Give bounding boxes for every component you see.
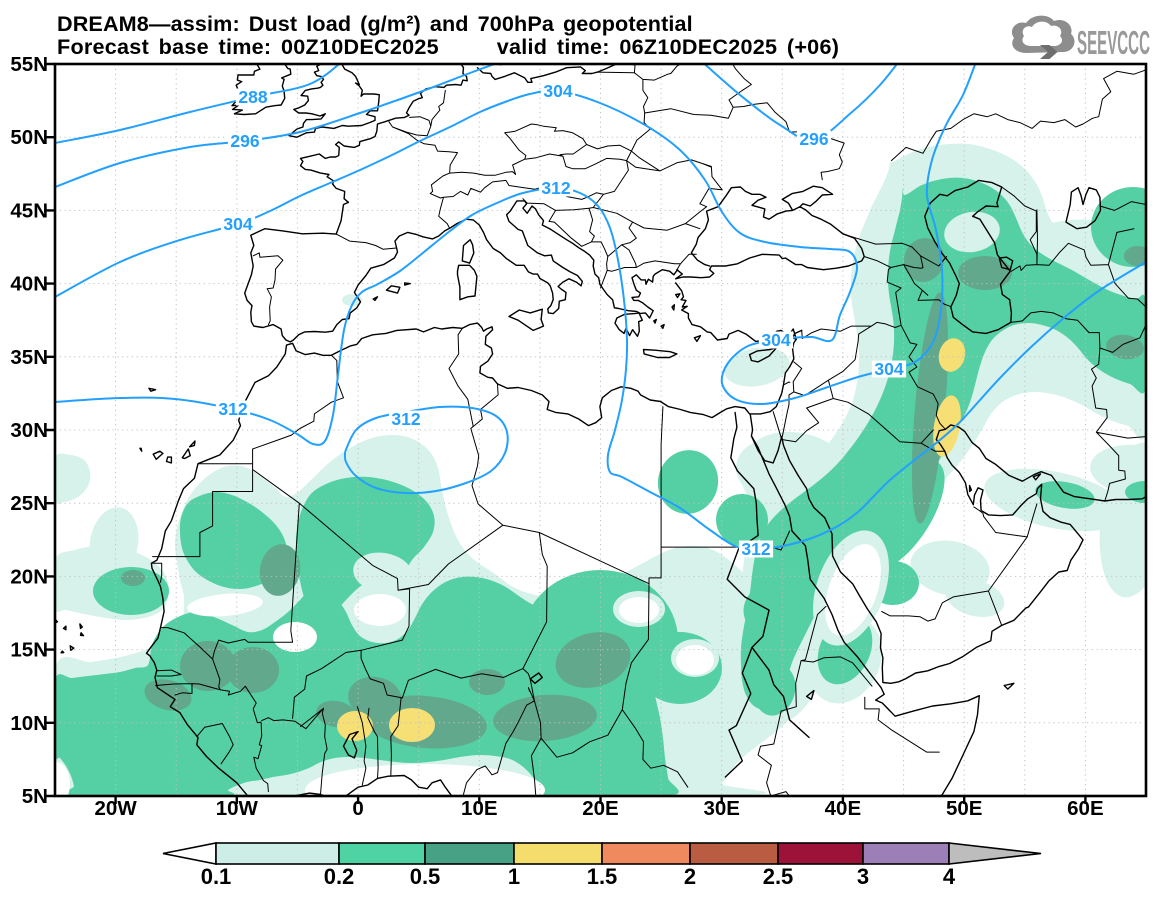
svg-text:50E: 50E bbox=[946, 797, 982, 820]
svg-text:312: 312 bbox=[391, 409, 420, 429]
svg-text:0.1: 0.1 bbox=[201, 864, 232, 889]
svg-text:304: 304 bbox=[761, 330, 790, 350]
svg-text:Forecast base time: 00Z10DEC20: Forecast base time: 00Z10DEC2025 valid t… bbox=[57, 34, 839, 59]
svg-text:296: 296 bbox=[799, 129, 828, 149]
svg-text:40N: 40N bbox=[10, 273, 48, 296]
svg-text:312: 312 bbox=[541, 178, 570, 198]
svg-text:304: 304 bbox=[874, 359, 903, 379]
svg-text:60E: 60E bbox=[1067, 797, 1103, 820]
svg-text:DREAM8—assim: Dust load (g/m²): DREAM8—assim: Dust load (g/m²) and 700hP… bbox=[57, 11, 693, 36]
svg-text:20W: 20W bbox=[95, 797, 138, 820]
svg-text:304: 304 bbox=[223, 214, 252, 234]
svg-text:20N: 20N bbox=[10, 565, 48, 588]
svg-text:0: 0 bbox=[352, 797, 363, 820]
svg-text:35N: 35N bbox=[10, 346, 48, 369]
svg-text:0.2: 0.2 bbox=[324, 864, 355, 889]
svg-text:55N: 55N bbox=[10, 53, 48, 76]
svg-text:4: 4 bbox=[943, 864, 956, 889]
svg-text:312: 312 bbox=[218, 399, 247, 419]
svg-text:50N: 50N bbox=[10, 126, 48, 149]
svg-text:40E: 40E bbox=[825, 797, 861, 820]
svg-text:296: 296 bbox=[230, 131, 259, 151]
svg-text:SEEVCCC: SEEVCCC bbox=[1077, 25, 1150, 62]
svg-text:3: 3 bbox=[857, 864, 869, 889]
svg-text:1: 1 bbox=[508, 864, 520, 889]
svg-text:45N: 45N bbox=[10, 199, 48, 222]
svg-text:20E: 20E bbox=[582, 797, 618, 820]
svg-text:304: 304 bbox=[543, 81, 572, 101]
svg-text:10W: 10W bbox=[216, 797, 259, 820]
svg-text:2.5: 2.5 bbox=[763, 864, 794, 889]
svg-text:10E: 10E bbox=[461, 797, 497, 820]
svg-text:312: 312 bbox=[741, 539, 770, 559]
svg-text:1.5: 1.5 bbox=[587, 864, 618, 889]
svg-text:10N: 10N bbox=[10, 712, 48, 735]
svg-text:30E: 30E bbox=[703, 797, 739, 820]
svg-text:15N: 15N bbox=[10, 639, 48, 662]
svg-text:30N: 30N bbox=[10, 419, 48, 442]
svg-text:2: 2 bbox=[684, 864, 696, 889]
svg-text:5N: 5N bbox=[22, 785, 48, 808]
svg-text:288: 288 bbox=[238, 87, 267, 107]
svg-text:0.5: 0.5 bbox=[410, 864, 441, 889]
svg-text:25N: 25N bbox=[10, 492, 48, 515]
